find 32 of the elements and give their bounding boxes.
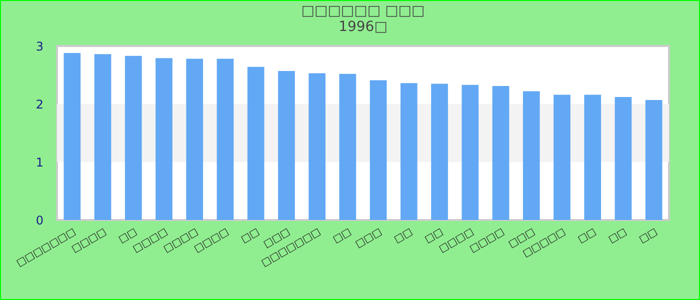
- bar: [124, 56, 142, 220]
- x-tick-label: □□: [606, 226, 629, 246]
- bar: [400, 83, 418, 220]
- bar: [186, 58, 204, 220]
- bar: [645, 100, 662, 220]
- bar: [554, 94, 570, 220]
- x-tick-label: □□: [331, 226, 354, 246]
- y-tick-label: 1: [36, 156, 44, 170]
- x-tick-label: □□: [637, 226, 660, 246]
- bar: [492, 86, 510, 220]
- x-tick-label: □□: [576, 226, 598, 246]
- bar: [462, 84, 479, 220]
- x-tick-label: □□: [239, 226, 262, 246]
- bar: [64, 52, 81, 220]
- bar: [216, 58, 234, 220]
- bar: [156, 58, 172, 220]
- chart-title: □□□□□□ □□□: [301, 3, 425, 19]
- bar: [370, 80, 387, 220]
- x-tick-label: □□: [392, 226, 414, 246]
- bar: [308, 73, 326, 220]
- bar: [278, 70, 295, 220]
- bar: [584, 94, 602, 220]
- y-tick-label: 3: [36, 40, 44, 54]
- bar: [522, 91, 540, 220]
- bar: [431, 84, 448, 220]
- bar: [614, 97, 632, 220]
- y-tick-label: 2: [36, 98, 44, 112]
- bar: [94, 54, 112, 220]
- bar: [247, 66, 264, 220]
- bar: [339, 74, 356, 220]
- chart-subtitle: 1996□: [338, 19, 388, 35]
- y-tick-label: 0: [36, 214, 44, 228]
